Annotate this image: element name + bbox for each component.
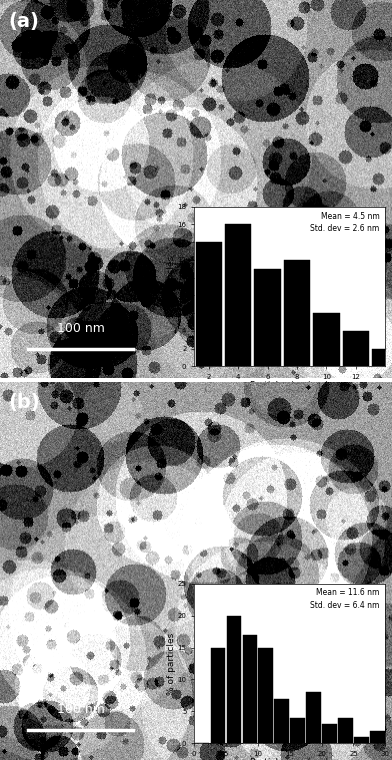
Bar xyxy=(354,737,369,743)
Bar xyxy=(243,635,257,743)
Bar xyxy=(225,224,251,366)
Bar xyxy=(290,717,305,743)
Bar xyxy=(306,692,321,743)
Bar xyxy=(254,269,281,366)
Bar xyxy=(196,242,222,366)
Bar xyxy=(343,331,369,366)
Bar xyxy=(227,616,241,743)
Bar xyxy=(322,724,337,743)
Y-axis label: % of particles: % of particles xyxy=(167,632,176,695)
Bar xyxy=(211,648,225,743)
Text: Mean = 4.5 nm
Std. dev = 2.6 nm: Mean = 4.5 nm Std. dev = 2.6 nm xyxy=(310,211,379,233)
Text: (a): (a) xyxy=(8,12,39,31)
Bar xyxy=(284,260,310,366)
Bar xyxy=(274,698,289,743)
Bar xyxy=(338,717,353,743)
X-axis label: Particle size (nm): Particle size (nm) xyxy=(250,382,329,391)
Bar xyxy=(313,313,340,366)
X-axis label: Particle size (nm): Particle size (nm) xyxy=(250,758,329,760)
Bar xyxy=(372,349,392,366)
Bar xyxy=(258,648,273,743)
Text: 100 nm: 100 nm xyxy=(56,321,104,334)
Bar xyxy=(370,730,385,743)
Text: Mean = 11.6 nm
Std. dev = 6.4 nm: Mean = 11.6 nm Std. dev = 6.4 nm xyxy=(310,588,379,610)
Text: 100 nm: 100 nm xyxy=(56,703,104,716)
Text: (b): (b) xyxy=(8,394,40,413)
Y-axis label: % of particles: % of particles xyxy=(167,255,176,318)
